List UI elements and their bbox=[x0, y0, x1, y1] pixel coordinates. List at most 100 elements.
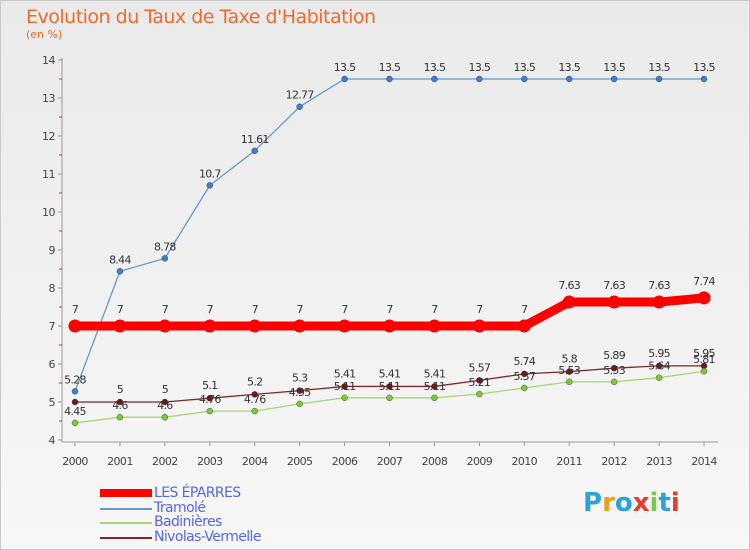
data-label: 5.95 bbox=[648, 347, 670, 360]
data-point bbox=[113, 319, 127, 333]
data-point bbox=[206, 182, 213, 189]
data-point bbox=[296, 400, 303, 408]
y-tick-label: 6 bbox=[49, 358, 56, 371]
x-tick-label: 2013 bbox=[646, 455, 672, 468]
data-label: 5.11 bbox=[334, 380, 356, 393]
data-point bbox=[697, 291, 711, 305]
data-label: 4.76 bbox=[244, 393, 266, 406]
data-label: 4.45 bbox=[64, 405, 86, 418]
y-tick-label: 8 bbox=[49, 282, 56, 295]
data-point bbox=[206, 407, 213, 415]
data-point bbox=[517, 319, 531, 333]
data-point bbox=[610, 364, 618, 372]
data-point bbox=[476, 390, 483, 398]
data-label: 4.95 bbox=[289, 386, 311, 399]
data-label: 5.41 bbox=[379, 367, 401, 380]
data-label: 5 bbox=[162, 383, 169, 396]
logo-letter: t bbox=[658, 488, 671, 518]
data-point bbox=[116, 398, 124, 406]
legend-label: Badinières bbox=[154, 514, 222, 530]
data-label: 10.7 bbox=[199, 167, 221, 180]
logo-letter: o bbox=[614, 488, 633, 518]
data-point bbox=[158, 319, 172, 333]
data-point bbox=[71, 398, 79, 406]
y-tick-label: 9 bbox=[49, 244, 56, 257]
data-label: 5.2 bbox=[247, 375, 262, 388]
x-tick-label: 2007 bbox=[377, 455, 403, 468]
data-point bbox=[386, 383, 393, 390]
data-label: 13.5 bbox=[603, 61, 625, 74]
data-point bbox=[562, 295, 576, 309]
data-label: 7 bbox=[117, 303, 124, 316]
data-label: 13.5 bbox=[469, 61, 491, 74]
data-point bbox=[341, 394, 348, 402]
data-label: 5.95 bbox=[693, 347, 715, 360]
x-tick-label: 2009 bbox=[467, 455, 493, 468]
data-label: 13.5 bbox=[513, 61, 535, 74]
data-point bbox=[700, 368, 708, 375]
data-label: 7 bbox=[162, 303, 169, 316]
data-label: 13.5 bbox=[334, 61, 356, 74]
x-tick-label: 2003 bbox=[197, 455, 223, 468]
data-label: 7 bbox=[431, 303, 438, 316]
data-point bbox=[296, 387, 303, 394]
data-label: 7 bbox=[72, 303, 79, 316]
data-label: 5 bbox=[117, 383, 124, 396]
data-label: 13.5 bbox=[693, 61, 715, 74]
data-point bbox=[431, 383, 438, 390]
data-label: 13.5 bbox=[648, 61, 670, 74]
data-point bbox=[476, 75, 483, 83]
data-label: 5.8 bbox=[562, 353, 578, 366]
data-point bbox=[248, 319, 262, 333]
data-label: 4.6 bbox=[157, 399, 173, 412]
x-tick-label: 2004 bbox=[242, 455, 268, 468]
data-label: 5.21 bbox=[469, 376, 491, 389]
data-point bbox=[386, 75, 393, 83]
data-point bbox=[116, 414, 124, 421]
data-point bbox=[251, 391, 258, 398]
logo-letter: x bbox=[632, 488, 650, 518]
data-point bbox=[251, 407, 258, 415]
legend-swatch bbox=[100, 489, 152, 497]
chart-subtitle: (en %) bbox=[26, 28, 63, 41]
data-label: 5.3 bbox=[292, 372, 308, 385]
data-label: 7.63 bbox=[603, 279, 625, 292]
data-label: 5.74 bbox=[513, 355, 535, 368]
data-label: 13.5 bbox=[558, 61, 580, 74]
data-point bbox=[610, 75, 618, 83]
data-label: 11.61 bbox=[241, 133, 269, 146]
x-tick-label: 2000 bbox=[62, 455, 88, 468]
data-point bbox=[161, 398, 169, 406]
series-line bbox=[74, 78, 705, 392]
data-label: 8.78 bbox=[154, 240, 176, 253]
data-point bbox=[296, 103, 303, 110]
data-label: 7 bbox=[252, 303, 259, 316]
data-label: 7.63 bbox=[558, 279, 580, 292]
data-point bbox=[383, 319, 397, 333]
legend-swatch bbox=[100, 507, 152, 510]
data-label: 7 bbox=[207, 303, 214, 316]
data-label: 5.53 bbox=[603, 364, 625, 377]
data-label: 5.11 bbox=[379, 380, 401, 393]
y-tick-label: 11 bbox=[42, 168, 55, 181]
data-point bbox=[203, 319, 217, 333]
proxiti-logo: Proxiti bbox=[583, 488, 680, 518]
data-point bbox=[655, 75, 663, 83]
legend-label: Nivolas-Vermelle bbox=[154, 528, 261, 545]
x-tick-label: 2001 bbox=[107, 455, 133, 468]
data-label: 5.81 bbox=[693, 353, 715, 366]
data-point bbox=[521, 384, 528, 392]
x-tick-label: 2010 bbox=[511, 455, 537, 468]
x-tick-label: 2002 bbox=[152, 455, 178, 468]
data-point bbox=[610, 378, 618, 386]
logo-letter: i bbox=[649, 488, 659, 518]
data-point bbox=[700, 75, 708, 83]
data-label: 5.28 bbox=[64, 373, 86, 386]
data-point bbox=[566, 378, 573, 386]
chart-title: Evolution du Taux de Taxe d'Habitation bbox=[26, 6, 376, 28]
data-point bbox=[655, 362, 663, 370]
data-label: 5.57 bbox=[469, 361, 491, 374]
data-point bbox=[655, 374, 663, 381]
data-point bbox=[476, 377, 483, 384]
